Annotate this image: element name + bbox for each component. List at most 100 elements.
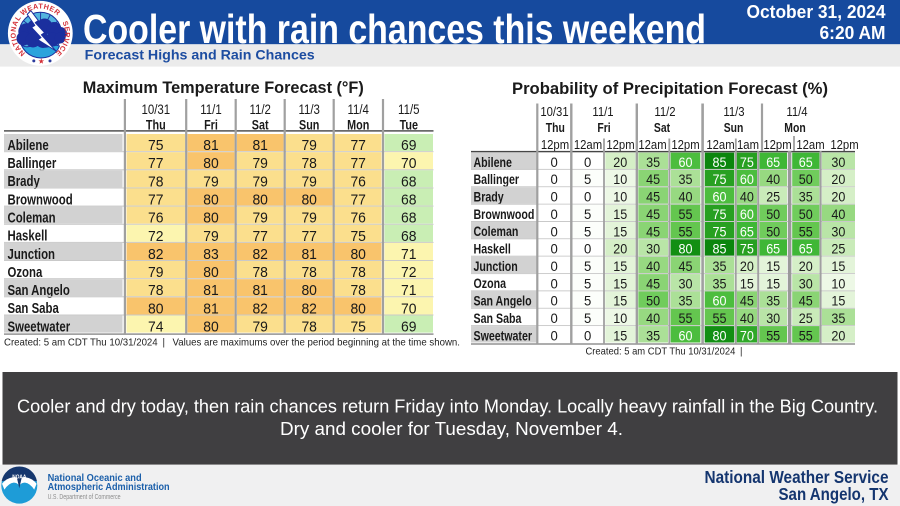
svg-text:5: 5 <box>584 259 591 274</box>
svg-text:10: 10 <box>613 311 627 326</box>
svg-text:35: 35 <box>831 311 845 326</box>
svg-text:78: 78 <box>252 264 268 281</box>
svg-text:65: 65 <box>740 224 754 239</box>
svg-text:0: 0 <box>551 294 558 309</box>
svg-text:60: 60 <box>679 328 693 343</box>
svg-text:10/31: 10/31 <box>141 102 170 117</box>
svg-text:77: 77 <box>350 137 366 154</box>
svg-text:20: 20 <box>831 172 845 187</box>
svg-text:15: 15 <box>613 328 627 343</box>
svg-text:20: 20 <box>613 155 627 170</box>
svg-text:68: 68 <box>401 210 417 227</box>
svg-text:0: 0 <box>584 328 591 343</box>
svg-text:Brownwood: Brownwood <box>8 191 73 208</box>
svg-text:35: 35 <box>679 172 693 187</box>
svg-text:0: 0 <box>551 276 558 291</box>
svg-text:30: 30 <box>799 276 813 291</box>
svg-text:0: 0 <box>584 155 591 170</box>
svg-text:11/3: 11/3 <box>723 104 744 119</box>
svg-text:85: 85 <box>713 155 727 170</box>
svg-text:San Saba: San Saba <box>474 310 522 326</box>
svg-text:1am: 1am <box>737 137 759 152</box>
svg-text:68: 68 <box>401 191 417 208</box>
svg-text:80: 80 <box>203 155 219 172</box>
svg-text:35: 35 <box>713 259 727 274</box>
svg-text:76: 76 <box>350 210 366 227</box>
svg-text:55: 55 <box>799 328 813 343</box>
svg-text:72: 72 <box>401 264 417 281</box>
svg-text:69: 69 <box>401 319 417 336</box>
svg-text:Brady: Brady <box>474 189 504 205</box>
svg-text:55: 55 <box>679 224 693 239</box>
svg-text:78: 78 <box>301 319 317 336</box>
svg-text:Abilene: Abilene <box>474 154 513 170</box>
svg-text:15: 15 <box>613 207 627 222</box>
svg-text:60: 60 <box>740 172 754 187</box>
svg-text:12am: 12am <box>706 137 734 152</box>
svg-text:Atmospheric Administration: Atmospheric Administration <box>48 481 170 493</box>
svg-text:45: 45 <box>740 294 754 309</box>
svg-text:15: 15 <box>831 294 845 309</box>
svg-text:12pm: 12pm <box>606 137 634 152</box>
svg-text:11/2: 11/2 <box>654 104 675 119</box>
svg-text:20: 20 <box>740 259 754 274</box>
svg-text:71: 71 <box>401 282 417 299</box>
svg-text:70: 70 <box>401 155 417 172</box>
svg-text:72: 72 <box>148 228 164 245</box>
svg-text:60: 60 <box>740 207 754 222</box>
svg-text:80: 80 <box>350 246 366 263</box>
svg-text:Cooler with rain chances this: Cooler with rain chances this weekend <box>83 6 706 52</box>
svg-text:77: 77 <box>148 191 164 208</box>
svg-text:77: 77 <box>301 228 317 245</box>
svg-text:Created: 5 am CDT Thu 10/31/20: Created: 5 am CDT Thu 10/31/2024 | <box>586 346 743 358</box>
svg-text:78: 78 <box>148 282 164 299</box>
svg-text:Sun: Sun <box>724 120 744 135</box>
svg-text:78: 78 <box>301 155 317 172</box>
svg-text:40: 40 <box>679 190 693 205</box>
svg-text:60: 60 <box>679 155 693 170</box>
svg-text:50: 50 <box>766 224 780 239</box>
svg-text:Sat: Sat <box>654 120 671 135</box>
svg-text:10/31: 10/31 <box>540 104 568 119</box>
svg-text:35: 35 <box>766 294 780 309</box>
svg-text:68: 68 <box>401 228 417 245</box>
svg-text:San Angelo, TX: San Angelo, TX <box>779 484 889 504</box>
svg-text:75: 75 <box>713 207 727 222</box>
svg-text:11/3: 11/3 <box>298 102 320 117</box>
svg-text:78: 78 <box>301 264 317 281</box>
svg-text:Sat: Sat <box>252 117 269 132</box>
svg-text:5: 5 <box>584 224 591 239</box>
svg-text:40: 40 <box>740 190 754 205</box>
svg-text:15: 15 <box>740 276 754 291</box>
svg-text:65: 65 <box>799 242 813 257</box>
svg-text:Haskell: Haskell <box>474 241 511 257</box>
svg-text:15: 15 <box>766 276 780 291</box>
svg-text:20: 20 <box>831 190 845 205</box>
svg-text:10: 10 <box>831 276 845 291</box>
svg-text:Maximum Temperature Forecast (: Maximum Temperature Forecast (°F) <box>83 78 364 97</box>
svg-text:15: 15 <box>613 259 627 274</box>
svg-text:Mon: Mon <box>347 117 369 132</box>
svg-text:76: 76 <box>148 210 164 227</box>
svg-text:40: 40 <box>646 259 660 274</box>
svg-text:80: 80 <box>203 264 219 281</box>
svg-text:40: 40 <box>831 207 845 222</box>
svg-text:45: 45 <box>646 276 660 291</box>
svg-text:80: 80 <box>679 242 693 257</box>
svg-text:Sun: Sun <box>299 117 319 132</box>
svg-text:70: 70 <box>740 328 754 343</box>
svg-text:0: 0 <box>551 328 558 343</box>
svg-text:60: 60 <box>713 294 727 309</box>
svg-text:75: 75 <box>740 155 754 170</box>
svg-text:30: 30 <box>766 311 780 326</box>
svg-text:79: 79 <box>252 173 268 190</box>
svg-text:5: 5 <box>584 276 591 291</box>
svg-text:50: 50 <box>799 207 813 222</box>
svg-text:74: 74 <box>148 319 164 336</box>
svg-text:55: 55 <box>799 224 813 239</box>
svg-text:65: 65 <box>766 242 780 257</box>
svg-text:81: 81 <box>252 282 268 299</box>
svg-text:83: 83 <box>203 246 219 263</box>
svg-text:12am: 12am <box>574 137 602 152</box>
svg-text:Tue: Tue <box>400 117 419 132</box>
